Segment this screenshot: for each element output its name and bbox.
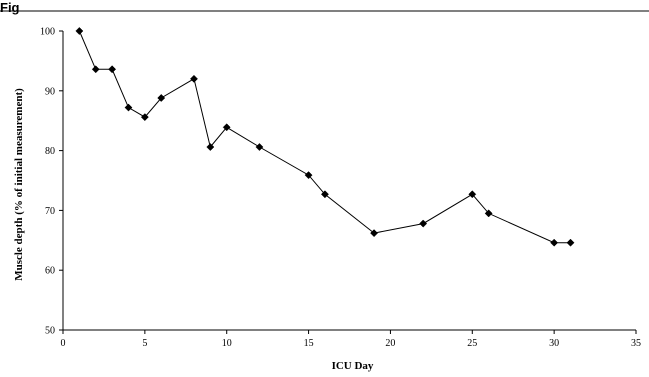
data-point-marker bbox=[124, 103, 133, 112]
x-axis-ticks: 0 5 10 15 20 25 30 35 bbox=[61, 330, 641, 349]
data-point-marker bbox=[484, 209, 493, 218]
data-point-marker bbox=[419, 219, 428, 228]
data-point-marker bbox=[468, 190, 477, 199]
y-tick-label: 50 bbox=[45, 326, 55, 337]
y-tick-label: 60 bbox=[45, 266, 55, 277]
x-tick-label: 30 bbox=[549, 338, 559, 349]
y-axis-title: Muscle depth (% of initial measurement) bbox=[13, 88, 25, 281]
data-point-marker bbox=[206, 143, 215, 151]
chart-axes bbox=[62, 31, 636, 331]
data-point-marker bbox=[75, 27, 84, 35]
data-point-marker bbox=[255, 143, 264, 151]
data-point-marker bbox=[157, 94, 166, 102]
data-markers bbox=[75, 27, 575, 247]
series-line bbox=[78, 30, 571, 244]
data-point-marker bbox=[304, 171, 313, 180]
x-tick-label: 15 bbox=[304, 338, 314, 349]
data-point-marker bbox=[108, 65, 117, 74]
y-axis-ticks: 50 60 70 80 90 100 bbox=[40, 27, 63, 337]
y-tick-label: 90 bbox=[45, 86, 55, 97]
x-tick-label: 35 bbox=[631, 338, 641, 349]
y-tick-label: 100 bbox=[40, 27, 55, 38]
data-point-marker bbox=[550, 238, 559, 247]
x-axis-title: ICU Day bbox=[332, 360, 374, 372]
y-tick-label: 70 bbox=[45, 206, 55, 217]
x-tick-label: 5 bbox=[142, 338, 147, 349]
data-point-marker bbox=[140, 113, 149, 122]
y-tick-label: 80 bbox=[45, 146, 55, 157]
x-tick-label: 0 bbox=[61, 338, 66, 349]
data-point-marker bbox=[566, 238, 575, 247]
x-tick-label: 10 bbox=[222, 338, 232, 349]
data-point-marker bbox=[320, 190, 329, 199]
data-point-marker bbox=[370, 229, 379, 238]
data-point-marker bbox=[91, 65, 100, 74]
x-tick-label: 20 bbox=[385, 338, 395, 349]
data-point-marker bbox=[222, 123, 231, 132]
data-point-marker bbox=[190, 74, 198, 83]
x-tick-label: 25 bbox=[467, 338, 477, 349]
